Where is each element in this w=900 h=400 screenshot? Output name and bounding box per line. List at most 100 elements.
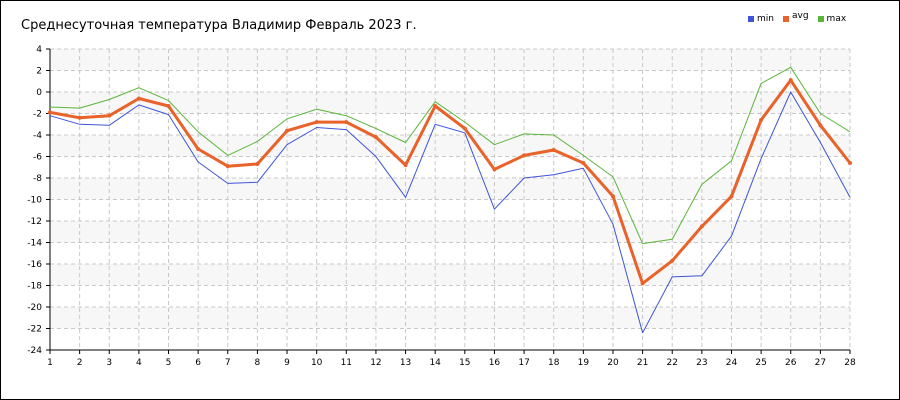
x-tick-label: 2 xyxy=(77,358,83,368)
legend-swatch-avg xyxy=(782,16,789,22)
y-tick-label: -16 xyxy=(27,260,42,270)
data-point-avg xyxy=(403,163,408,168)
x-tick-label: 6 xyxy=(195,358,201,368)
data-point-avg xyxy=(581,160,586,165)
x-tick-label: 15 xyxy=(459,358,470,368)
plot-band xyxy=(50,242,850,264)
data-point-avg xyxy=(255,162,260,167)
chart-title: Среднесуточная температура Владимир Февр… xyxy=(21,18,417,33)
data-point-avg xyxy=(729,194,734,199)
data-point-avg xyxy=(285,128,290,133)
x-tick-label: 3 xyxy=(106,358,112,368)
series-line-max xyxy=(49,66,851,245)
y-tick-label: 0 xyxy=(36,88,42,98)
plot-band xyxy=(50,285,850,307)
x-tick-label: 1 xyxy=(47,358,53,368)
data-point-avg xyxy=(225,164,230,169)
legend-item-max: max xyxy=(817,14,847,24)
plot-band xyxy=(50,135,850,157)
legend-swatch-min xyxy=(748,16,754,22)
plot-band xyxy=(50,199,850,221)
plot-band xyxy=(50,70,850,92)
y-tick-label: -8 xyxy=(33,174,42,184)
x-tick-label: 5 xyxy=(166,358,172,368)
data-point-avg xyxy=(344,120,349,125)
x-tick-label: 7 xyxy=(225,358,231,368)
y-tick-label: -22 xyxy=(27,325,42,335)
data-point-avg xyxy=(640,281,645,286)
x-tick-label: 8 xyxy=(255,358,261,368)
y-tick-label: -6 xyxy=(33,153,42,163)
data-point-avg xyxy=(759,117,764,122)
legend-label-min: min xyxy=(757,14,774,24)
data-point-avg xyxy=(107,113,112,118)
plot-band xyxy=(50,156,850,178)
y-tick-label: -24 xyxy=(27,346,42,356)
y-tick-label: -18 xyxy=(27,282,42,292)
plot-band xyxy=(50,92,850,114)
plot-band xyxy=(50,113,850,135)
x-tick-label: 14 xyxy=(429,358,441,368)
data-point-avg xyxy=(462,126,467,131)
data-point-avg xyxy=(818,123,823,128)
data-point-avg xyxy=(196,146,201,151)
plot-band xyxy=(50,264,850,286)
x-tick-label: 27 xyxy=(815,358,826,368)
data-point-avg xyxy=(48,110,52,115)
y-tick-label: -14 xyxy=(27,239,42,249)
x-tick-label: 17 xyxy=(518,358,529,368)
x-tick-label: 24 xyxy=(726,358,738,368)
legend-label-max: max xyxy=(826,14,847,24)
plot-band xyxy=(50,49,850,71)
data-point-avg xyxy=(848,160,852,165)
data-point-avg xyxy=(136,96,141,101)
plot-band xyxy=(50,328,850,350)
y-tick-label: 4 xyxy=(36,45,42,55)
data-point-avg xyxy=(314,120,319,125)
x-tick-label: 25 xyxy=(755,358,766,368)
plot-band xyxy=(50,178,850,200)
data-point-avg xyxy=(551,148,556,153)
y-tick-label: -12 xyxy=(27,217,42,227)
data-point-avg xyxy=(699,224,704,229)
x-tick-label: 28 xyxy=(844,358,856,368)
x-tick-label: 19 xyxy=(578,358,590,368)
x-tick-label: 10 xyxy=(311,358,323,368)
legend: min avg max xyxy=(748,11,847,24)
data-point-avg xyxy=(77,115,82,120)
y-tick-label: -20 xyxy=(27,303,42,313)
legend-item-avg: avg xyxy=(782,11,809,24)
y-tick-label: 2 xyxy=(36,67,42,77)
data-point-avg xyxy=(522,153,527,158)
y-tick-label: -4 xyxy=(33,131,42,141)
x-tick-label: 4 xyxy=(136,358,142,368)
data-point-avg xyxy=(610,194,615,199)
y-tick-label: -2 xyxy=(33,110,42,120)
x-tick-label: 12 xyxy=(370,358,381,368)
series-line-avg xyxy=(49,78,852,285)
x-tick-label: 16 xyxy=(489,358,501,368)
data-point-avg xyxy=(433,103,438,108)
data-point-avg xyxy=(670,258,675,263)
x-tick-label: 18 xyxy=(548,358,560,368)
x-tick-label: 9 xyxy=(284,358,290,368)
x-tick-label: 23 xyxy=(696,358,707,368)
data-point-avg xyxy=(788,78,793,83)
x-tick-label: 20 xyxy=(607,358,619,368)
legend-label-avg: avg xyxy=(791,11,809,21)
x-tick-label: 26 xyxy=(785,358,797,368)
legend-swatch-max xyxy=(817,16,824,22)
x-tick-label: 22 xyxy=(666,358,677,368)
plot-band xyxy=(50,307,850,329)
data-point-avg xyxy=(166,103,171,108)
series-line-min xyxy=(49,91,851,334)
x-tick-label: 11 xyxy=(341,358,352,368)
data-point-avg xyxy=(492,167,497,172)
y-tick-label: -10 xyxy=(27,196,42,206)
data-point-avg xyxy=(373,135,378,140)
plot-band xyxy=(50,221,850,243)
x-tick-label: 13 xyxy=(400,358,411,368)
x-tick-label: 21 xyxy=(637,358,648,368)
legend-item-min: min xyxy=(748,14,774,24)
